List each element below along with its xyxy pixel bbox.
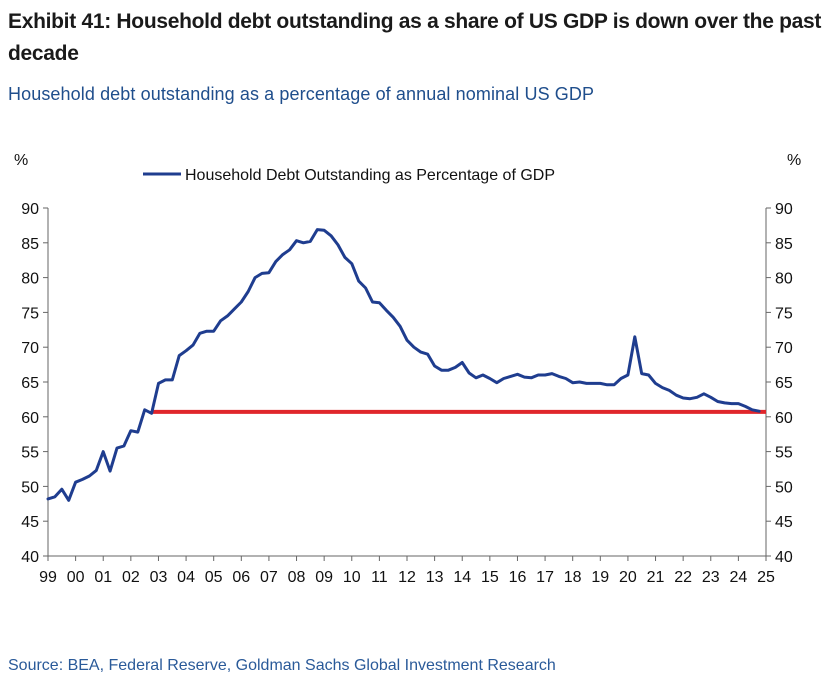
x-tick-label: 03 (150, 569, 168, 586)
series-layer (46, 228, 766, 502)
left-tick-label: 45 (21, 514, 39, 531)
right-tick-label: 85 (775, 236, 793, 253)
legend-label: Household Debt Outstanding as Percentage… (185, 167, 555, 184)
x-tick-label: 09 (315, 569, 333, 586)
x-tick-label: 19 (591, 569, 609, 586)
left-tick-label: 60 (21, 410, 39, 427)
x-axis-ticks: 99 00 01 02 03 04 05 06 07 08 09 10 11 12 13 14 15 16 17 18… (39, 556, 775, 586)
right-tick-label: 60 (775, 410, 793, 427)
chart: 40 45 50 55 60 65 70 75 80 85 90 40 45 50 55 60 65 70 75 8… (14, 152, 801, 586)
right-tick-label: 55 (775, 445, 793, 462)
left-axis-unit: % (14, 152, 28, 169)
x-tick-label: 08 (288, 569, 306, 586)
exhibit-title: Exhibit 41: Household debt outstanding a… (8, 10, 822, 65)
x-tick-label: 22 (674, 569, 692, 586)
x-tick-label: 16 (509, 569, 527, 586)
right-tick-label: 45 (775, 514, 793, 531)
x-tick-label: 15 (481, 569, 499, 586)
x-tick-label: 12 (398, 569, 416, 586)
left-tick-label: 75 (21, 305, 39, 322)
x-tick-label: 02 (122, 569, 140, 586)
right-tick-label: 50 (775, 479, 793, 496)
x-tick-label: 10 (343, 569, 361, 586)
left-tick-label: 50 (21, 479, 39, 496)
x-tick-label: 04 (177, 569, 195, 586)
left-tick-label: 65 (21, 375, 39, 392)
left-tick-label: 70 (21, 340, 39, 357)
legend: Household Debt Outstanding as Percentage… (143, 167, 555, 184)
right-axis-ticks: 40 45 50 55 60 65 70 75 80 85 90 (766, 201, 793, 566)
right-tick-label: 40 (775, 549, 793, 566)
x-tick-label: 25 (757, 569, 775, 586)
left-tick-label: 90 (21, 201, 39, 218)
x-tick-label: 11 (371, 569, 388, 586)
x-tick-label: 14 (453, 569, 471, 586)
left-tick-label: 40 (21, 549, 39, 566)
x-tick-label: 05 (205, 569, 223, 586)
left-tick-label: 80 (21, 271, 39, 288)
x-tick-label: 01 (94, 569, 112, 586)
x-tick-label: 07 (260, 569, 278, 586)
x-tick-label: 99 (39, 569, 57, 586)
household-debt-series-line (46, 228, 761, 502)
chart-subtitle: Household debt outstanding as a percenta… (8, 84, 595, 104)
x-tick-label: 18 (564, 569, 582, 586)
right-tick-label: 70 (775, 340, 793, 357)
x-tick-label: 24 (729, 569, 747, 586)
right-tick-label: 65 (775, 375, 793, 392)
x-tick-label: 00 (67, 569, 85, 586)
left-tick-label: 55 (21, 445, 39, 462)
left-axis-ticks: 40 45 50 55 60 65 70 75 80 85 90 (21, 201, 48, 566)
x-tick-label: 06 (232, 569, 250, 586)
chart-axes (47, 208, 767, 557)
left-tick-label: 85 (21, 236, 39, 253)
x-tick-label: 23 (702, 569, 720, 586)
x-tick-label: 20 (619, 569, 637, 586)
right-axis-unit: % (787, 152, 801, 169)
x-tick-label: 21 (647, 569, 665, 586)
source-note: Source: BEA, Federal Reserve, Goldman Sa… (8, 657, 556, 674)
right-tick-label: 90 (775, 201, 793, 218)
right-tick-label: 80 (775, 271, 793, 288)
x-tick-label: 13 (426, 569, 444, 586)
right-tick-label: 75 (775, 305, 793, 322)
x-tick-label: 17 (536, 569, 554, 586)
